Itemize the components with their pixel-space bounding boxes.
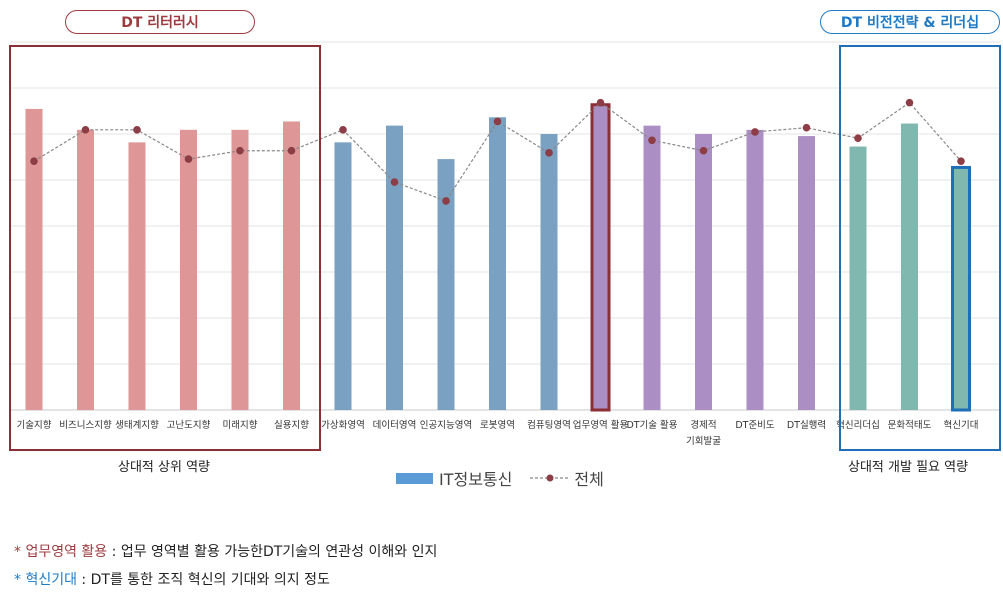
category-label: 혁신기대 <box>944 420 979 431</box>
category-label: DT준비도 <box>735 420 775 431</box>
category-label: 기술지향 <box>17 419 52 431</box>
bar <box>849 146 867 410</box>
category-label: 업무영역 활용 <box>573 419 629 431</box>
dt-literacy-header: DT 리터러시 <box>65 10 255 34</box>
category-label: 실용지향 <box>274 419 309 431</box>
bar <box>334 142 352 410</box>
category-label: 경제적 <box>690 419 716 431</box>
line-point <box>545 149 553 157</box>
category-label: 기회발굴 <box>686 436 721 447</box>
category-label: 미래지향 <box>223 419 258 431</box>
line-point <box>648 136 656 145</box>
category-label: 생태계지향 <box>115 419 159 431</box>
line-point <box>596 98 605 107</box>
category-label: 인공지능영역 <box>420 420 472 431</box>
line-point <box>802 123 811 132</box>
note-1-term: 업무영역 활용 <box>25 544 108 560</box>
note-2-sep: : <box>76 572 91 588</box>
category-label: 혁신리더십 <box>836 420 880 431</box>
top-competency-caption: 상대적 상위 역량 <box>118 460 210 475</box>
bar <box>746 129 764 410</box>
line-point <box>287 146 296 155</box>
line-point <box>184 155 193 163</box>
category-label: DT기술 활용 <box>626 419 677 431</box>
legend-bar-label: IT정보통신 <box>439 470 513 489</box>
bar <box>128 142 146 410</box>
notes: * 업무영역 활용 : 업무 영역별 활용 가능한DT기술의 연관성 이해와 인… <box>14 538 437 594</box>
note-2: * 혁신기대 : DT를 통한 조직 혁신의 기대와 의지 정도 <box>14 566 437 594</box>
bar <box>643 125 661 411</box>
line-point <box>905 98 914 107</box>
category-label: DT실행력 <box>787 419 826 431</box>
line-point <box>133 126 141 134</box>
line-point <box>30 157 38 165</box>
bar <box>590 103 611 412</box>
bar <box>180 129 197 410</box>
bar <box>283 121 300 411</box>
note-1-sep: : <box>107 544 121 560</box>
bar <box>798 136 815 410</box>
category-label: 데이터영역 <box>373 420 417 431</box>
note-1: * 업무영역 활용 : 업무 영역별 활용 가능한DT기술의 연관성 이해와 인… <box>14 538 437 566</box>
bar <box>231 129 249 410</box>
category-label: 고난도지향 <box>167 419 211 431</box>
legend-line-label: 전체 <box>574 470 604 489</box>
line-point <box>957 157 965 165</box>
development-frame <box>839 45 1001 451</box>
legend: IT정보통신 전체 <box>396 466 604 490</box>
development-needed-caption: 상대적 개발 필요 역량 <box>848 460 969 475</box>
bar <box>489 117 506 410</box>
category-label: 문화적태도 <box>888 419 932 431</box>
bar <box>77 129 94 410</box>
category-label: 컴퓨팅영역 <box>527 419 571 431</box>
line-point <box>699 146 708 155</box>
bar <box>951 165 971 412</box>
note-1-star: * <box>14 544 26 560</box>
note-2-star: * <box>14 572 26 588</box>
line-point <box>854 134 862 142</box>
note-2-term: 혁신기대 <box>25 572 77 588</box>
top-competency-frame <box>9 45 321 451</box>
legend-line-swatch <box>530 474 571 482</box>
line-point <box>236 146 244 155</box>
category-label: 가상화영역 <box>321 420 365 431</box>
bar <box>540 134 558 410</box>
category-label: 로봇영역 <box>480 420 515 431</box>
note-2-desc: DT를 통한 조직 혁신의 기대와 의지 정도 <box>90 572 330 588</box>
bar <box>25 108 43 410</box>
line-point <box>81 126 90 134</box>
line-point <box>751 128 759 136</box>
dt-vision-leadership-header: DT 비전전략 & 리더십 <box>820 10 1000 34</box>
bar <box>386 125 403 411</box>
note-1-desc: 업무 영역별 활용 가능한DT기술의 연관성 이해와 인지 <box>120 544 438 560</box>
legend-bar-swatch <box>396 472 433 484</box>
line-point <box>442 197 450 205</box>
bar <box>901 123 918 410</box>
bar <box>695 134 712 410</box>
category-label: 비즈니스지향 <box>59 419 112 431</box>
line-point <box>390 178 399 186</box>
line-point <box>339 126 347 134</box>
bar <box>437 159 455 410</box>
line-point <box>493 117 502 126</box>
